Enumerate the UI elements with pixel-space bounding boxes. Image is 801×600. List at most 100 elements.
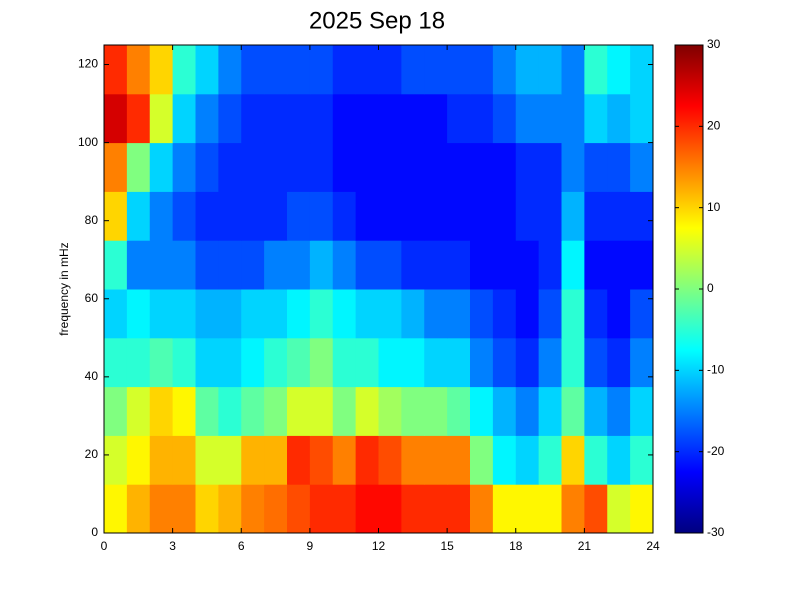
heat-cell (332, 45, 357, 95)
heat-cell (264, 337, 288, 388)
heat-cell (584, 45, 608, 95)
heat-cell (630, 45, 654, 95)
heat-cell (332, 435, 357, 485)
heat-cell (104, 289, 128, 339)
heat-cell (309, 289, 334, 339)
heat-cell (447, 386, 471, 436)
x-tick-label: 9 (307, 539, 314, 553)
heat-cell (515, 45, 540, 95)
y-tick-label: 20 (85, 447, 99, 461)
heat-cell (172, 45, 196, 95)
heat-cell (355, 191, 379, 241)
heat-cell (515, 484, 540, 534)
heat-cell (561, 337, 585, 388)
heat-cell (424, 289, 448, 339)
heat-cell (630, 484, 654, 534)
heat-cell (424, 191, 448, 241)
heat-cell (195, 386, 219, 436)
heat-cell (195, 289, 219, 339)
heat-cell (355, 45, 379, 95)
heat-cell (241, 484, 265, 534)
heat-cell (561, 191, 585, 241)
heat-cell (309, 142, 334, 192)
heat-cell (241, 93, 265, 144)
heat-cell (378, 484, 402, 534)
heat-cell (126, 142, 151, 192)
heat-cell (332, 93, 357, 144)
heat-cell (355, 386, 379, 436)
heat-cell (470, 240, 494, 290)
heat-cell (607, 240, 631, 290)
heat-cell (584, 240, 608, 290)
heat-cell (584, 191, 608, 241)
heat-cell (149, 337, 174, 388)
heat-cell (630, 337, 654, 388)
heat-cell (149, 142, 174, 192)
y-tick-label: 0 (91, 525, 98, 539)
heat-cell (630, 435, 654, 485)
heat-cell (355, 93, 379, 144)
heat-cell (332, 240, 357, 290)
heat-cell (401, 191, 425, 241)
heat-cell (607, 484, 631, 534)
heat-cell (470, 191, 494, 241)
heat-cell (149, 45, 174, 95)
y-tick-label: 100 (78, 135, 98, 149)
heat-cell (378, 142, 402, 192)
heat-cell (515, 142, 540, 192)
heat-cell (515, 240, 540, 290)
heat-cell (287, 191, 311, 241)
heat-cell (470, 45, 494, 95)
heat-cell (149, 240, 174, 290)
heat-cell (172, 240, 196, 290)
heat-cell (287, 289, 311, 339)
heat-cell (264, 93, 288, 144)
heat-cell (172, 191, 196, 241)
x-tick-label: 18 (509, 539, 523, 553)
heat-cell (104, 191, 128, 241)
heat-cell (241, 142, 265, 192)
heat-cell (172, 289, 196, 339)
heat-cell (218, 142, 242, 192)
heat-cell (355, 289, 379, 339)
heat-cell (584, 289, 608, 339)
heat-cell (401, 337, 425, 388)
heat-cell (515, 93, 540, 144)
heat-cell (470, 386, 494, 436)
heat-cell (538, 337, 562, 388)
heat-cell (149, 484, 174, 534)
heat-cell (401, 289, 425, 339)
heat-cell (470, 289, 494, 339)
heat-cell (126, 93, 151, 144)
heat-cell (172, 435, 196, 485)
heat-cell (607, 337, 631, 388)
heat-cell (126, 386, 151, 436)
heat-cell (538, 240, 562, 290)
heat-cell (630, 240, 654, 290)
heat-cell (630, 386, 654, 436)
heat-cell (218, 289, 242, 339)
heat-cell (447, 240, 471, 290)
heat-cell (492, 240, 517, 290)
heat-cell (378, 191, 402, 241)
heat-cell (538, 386, 562, 436)
heat-cell (104, 435, 128, 485)
heat-cell (332, 191, 357, 241)
heat-cell (538, 45, 562, 95)
heat-cell (195, 484, 219, 534)
heat-cell (561, 435, 585, 485)
heat-cell (195, 240, 219, 290)
heat-cell (287, 45, 311, 95)
heat-cell (104, 142, 128, 192)
heat-cell (378, 45, 402, 95)
heat-cell (378, 337, 402, 388)
heat-cell (218, 93, 242, 144)
y-tick-label: 40 (85, 369, 99, 383)
heat-cell (104, 240, 128, 290)
heat-cell (492, 337, 517, 388)
heat-cell (309, 240, 334, 290)
heat-cell (584, 337, 608, 388)
x-tick-label: 12 (372, 539, 386, 553)
heat-cell (447, 93, 471, 144)
heat-cell (218, 337, 242, 388)
